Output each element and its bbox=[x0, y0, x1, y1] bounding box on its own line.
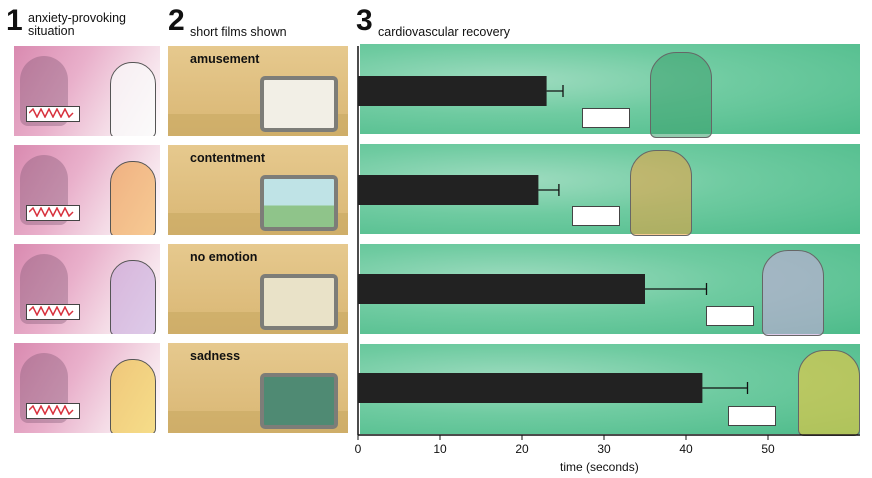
heart-rate-monitor bbox=[728, 406, 776, 426]
heart-rate-monitor bbox=[26, 106, 80, 122]
heart-rate-monitor bbox=[582, 108, 630, 128]
bar-contentment bbox=[358, 175, 539, 205]
step-label: short films shown bbox=[190, 25, 287, 39]
step-number: 2 bbox=[168, 4, 185, 37]
anxiety-illustration bbox=[14, 343, 160, 433]
heart-rate-monitor bbox=[572, 206, 620, 226]
film-label: contentment bbox=[190, 151, 265, 165]
listener-figure bbox=[110, 161, 156, 235]
anxiety-illustration bbox=[14, 244, 160, 334]
x-tick-label: 20 bbox=[515, 442, 529, 456]
listener-figure bbox=[110, 260, 156, 334]
bar-amusement bbox=[358, 76, 547, 106]
step-number: 3 bbox=[356, 4, 373, 37]
film-label: sadness bbox=[190, 349, 241, 363]
person-figure bbox=[650, 52, 712, 138]
x-tick-label: 50 bbox=[761, 442, 775, 456]
film-panel: amusement bbox=[168, 46, 348, 136]
film-panel: sadness bbox=[168, 343, 348, 433]
film-panel: contentment bbox=[168, 145, 348, 235]
heart-rate-monitor bbox=[26, 304, 80, 320]
film-label: no emotion bbox=[190, 250, 258, 264]
bar-no-emotion bbox=[358, 274, 645, 304]
x-tick-label: 10 bbox=[433, 442, 447, 456]
person-figure bbox=[630, 150, 692, 236]
person-figure bbox=[762, 250, 824, 336]
step-number: 1 bbox=[6, 4, 23, 37]
heart-rate-monitor bbox=[26, 403, 80, 419]
tv-screen-icon bbox=[260, 373, 338, 429]
tv-screen-icon bbox=[260, 175, 338, 231]
step-label: anxiety-provoking situation bbox=[28, 11, 126, 38]
film-label: amusement bbox=[190, 52, 260, 66]
anxiety-illustration bbox=[14, 46, 160, 136]
x-tick-label: 40 bbox=[679, 442, 693, 456]
tv-screen-icon bbox=[260, 76, 338, 132]
heart-rate-monitor bbox=[26, 205, 80, 221]
listener-figure bbox=[110, 359, 156, 433]
x-tick-label: 0 bbox=[355, 442, 362, 456]
step-label: cardiovascular recovery bbox=[378, 25, 510, 39]
listener-figure bbox=[110, 62, 156, 136]
bar-sadness bbox=[358, 373, 703, 403]
film-panel: no emotion bbox=[168, 244, 348, 334]
anxiety-illustration bbox=[14, 145, 160, 235]
x-axis-title: time (seconds) bbox=[560, 460, 639, 474]
x-tick-label: 30 bbox=[597, 442, 611, 456]
heart-rate-monitor bbox=[706, 306, 754, 326]
person-figure bbox=[798, 350, 860, 436]
tv-screen-icon bbox=[260, 274, 338, 330]
